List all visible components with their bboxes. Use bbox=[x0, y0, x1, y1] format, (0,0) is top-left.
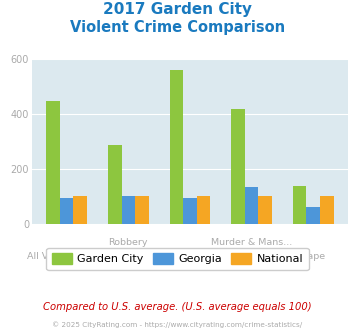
Bar bbox=[135, 195, 149, 224]
Bar bbox=[245, 187, 258, 224]
Text: Violent Crime Comparison: Violent Crime Comparison bbox=[70, 20, 285, 35]
Legend: Garden City, Georgia, National: Garden City, Georgia, National bbox=[47, 248, 308, 270]
Bar bbox=[60, 198, 73, 224]
Text: 2017 Garden City: 2017 Garden City bbox=[103, 2, 252, 16]
Bar bbox=[73, 195, 87, 224]
Text: © 2025 CityRating.com - https://www.cityrating.com/crime-statistics/: © 2025 CityRating.com - https://www.city… bbox=[53, 322, 302, 328]
Text: Robbery: Robbery bbox=[109, 238, 148, 247]
Text: All Violent Crime: All Violent Crime bbox=[27, 252, 106, 261]
Bar bbox=[121, 195, 135, 224]
Bar bbox=[108, 145, 121, 224]
Bar bbox=[293, 186, 306, 224]
Bar bbox=[320, 195, 334, 224]
Bar bbox=[231, 109, 245, 224]
Text: Compared to U.S. average. (U.S. average equals 100): Compared to U.S. average. (U.S. average … bbox=[43, 302, 312, 312]
Bar bbox=[170, 70, 183, 224]
Bar bbox=[197, 195, 210, 224]
Text: Rape: Rape bbox=[301, 252, 325, 261]
Bar bbox=[46, 101, 60, 224]
Bar bbox=[306, 207, 320, 224]
Bar bbox=[183, 198, 197, 224]
Bar bbox=[258, 195, 272, 224]
Text: Aggravated Assault: Aggravated Assault bbox=[143, 252, 236, 261]
Text: Murder & Mans...: Murder & Mans... bbox=[211, 238, 292, 247]
